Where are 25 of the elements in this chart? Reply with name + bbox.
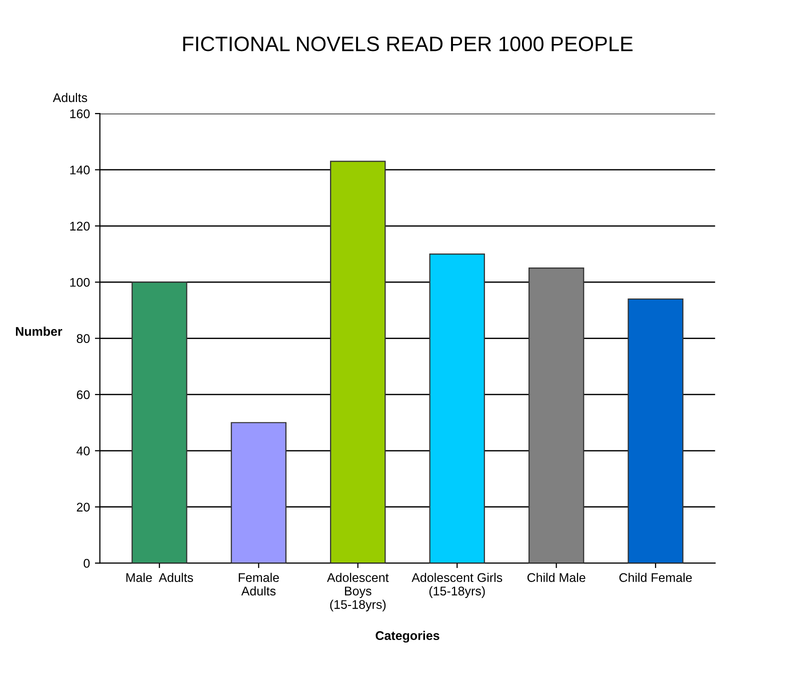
text: Adults	[52, 92, 88, 102]
bar	[230, 422, 286, 564]
bar	[528, 268, 584, 564]
y-tick-label: 80	[76, 334, 90, 343]
y-tick-label: 120	[70, 222, 90, 231]
y-tick-label: 140	[70, 166, 90, 174]
x-tick-label: Adolescent Girls (15-18yrs)	[412, 572, 502, 598]
chart-title: FICTIONAL NOVELS READ PER 1000 PEOPLE	[183, 36, 633, 52]
y-tick-label: 60	[76, 390, 90, 400]
y-tick-label: 20	[76, 502, 90, 512]
bar	[132, 282, 188, 564]
bar	[330, 160, 386, 564]
x-tick-label: Adolescent Boys (15-18yrs)	[326, 572, 389, 612]
x-tick-label: Male Adults	[126, 572, 194, 582]
x-tick-label: Child Female	[619, 572, 692, 582]
y-tick-label: 0	[84, 558, 90, 568]
y-tick-label: 160	[70, 109, 90, 118]
y-axis-title: Number	[16, 326, 62, 336]
y-tick-label: 100	[70, 278, 90, 287]
x-tick-label: Child Male	[527, 572, 586, 582]
x-axis-title: Categories	[376, 630, 440, 643]
x-tick-label: Female Adults	[238, 572, 279, 596]
bar	[628, 298, 684, 564]
bar	[429, 253, 485, 564]
y-tick-label: 40	[76, 446, 90, 456]
